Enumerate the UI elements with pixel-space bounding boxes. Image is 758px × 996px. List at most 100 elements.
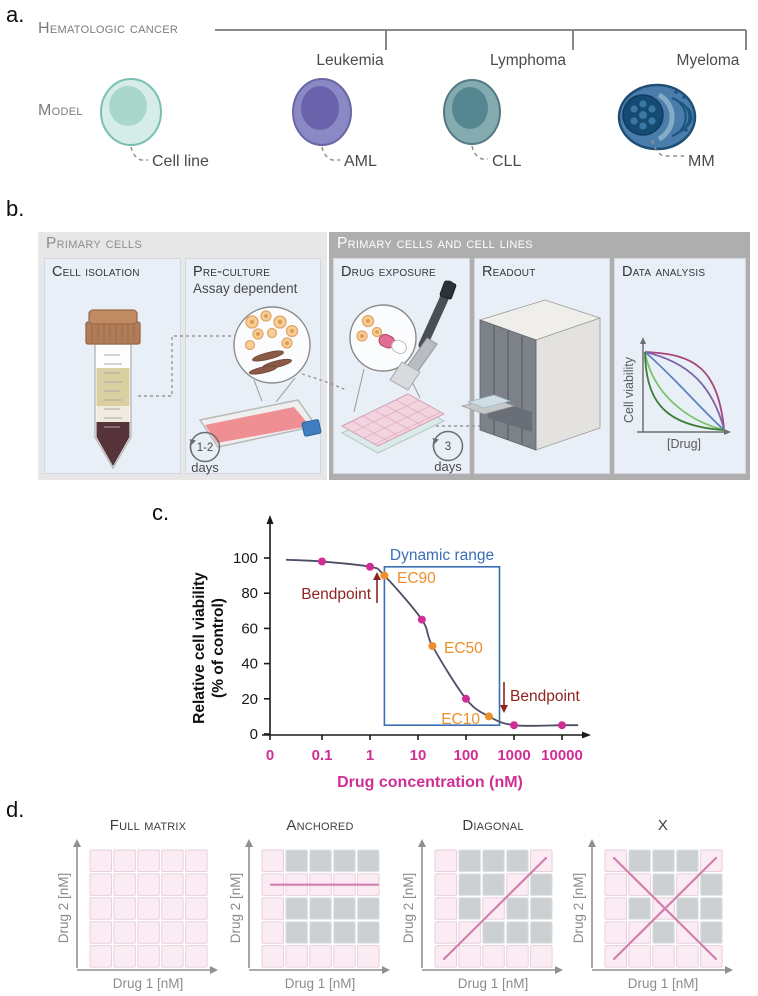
data-point-12nM <box>417 615 426 624</box>
matrix-cell <box>285 921 308 944</box>
matrix-cell <box>652 921 675 944</box>
aml-cell-icon <box>292 78 352 146</box>
data-point-EC90 <box>380 571 389 580</box>
data-point-EC50 <box>428 642 437 650</box>
matrix-cell <box>700 873 723 896</box>
matrix-cell <box>137 849 160 872</box>
cancer-type-label: Lymphoma <box>489 52 567 69</box>
matrix-cell <box>285 897 308 920</box>
x-tick-label: 1000 <box>497 747 530 764</box>
y-axis-label: Drug 2 [nM] <box>228 873 243 944</box>
x-axis-label: Drug concentration (nM) <box>337 774 523 791</box>
matrix-cell <box>89 873 112 896</box>
matrix-cell <box>434 873 457 896</box>
matrix-cell <box>676 945 699 968</box>
matrix-cell <box>89 849 112 872</box>
matrix-cell <box>652 849 675 872</box>
matrix-cell <box>530 921 553 944</box>
duration-value: 1-2 <box>197 442 214 454</box>
cll-cell-icon <box>443 79 501 145</box>
ec90-label: EC90 <box>397 570 436 587</box>
matrix-cell <box>506 873 529 896</box>
matrix-cell <box>458 873 481 896</box>
matrix-cell <box>333 945 356 968</box>
model-label: AML <box>344 153 377 170</box>
cancer-type-label: Myeloma <box>676 52 740 69</box>
matrix-cell <box>506 945 529 968</box>
matrix-cell <box>137 921 160 944</box>
duration-clock-icon: 3 days <box>432 430 464 474</box>
matrix-cell <box>357 849 380 872</box>
matrix-cell <box>113 849 136 872</box>
data-point-0.1nM <box>318 557 326 566</box>
panel-a-label: a. <box>6 2 25 27</box>
matrix-cell <box>285 849 308 872</box>
x-axis-label: Drug 1 [nM] <box>285 976 356 991</box>
matrix-cell <box>506 897 529 920</box>
duration-unit: days <box>434 459 462 474</box>
y-tick-label: 40 <box>241 656 258 673</box>
drug-magnifier-icon <box>349 304 421 413</box>
matrix-cell <box>482 921 505 944</box>
matrix-cell <box>261 897 284 920</box>
matrix-cell <box>700 921 723 944</box>
x-tick-label: 10000 <box>541 747 583 764</box>
mm-connector <box>651 139 684 157</box>
panel-b-graphics: 1-2 days <box>85 280 731 475</box>
y-axis-label: Drug 2 [nM] <box>401 873 416 944</box>
design-anchored: Anchored Drug 2 [nM] Drug 1 [nM] <box>228 817 390 991</box>
matrix-cell <box>309 921 332 944</box>
matrix-cell <box>604 897 627 920</box>
y-axis-label-line2: (% of control) <box>210 598 227 698</box>
matrix-cell <box>357 945 380 968</box>
well-plate-icon <box>340 393 446 454</box>
matrix-cell <box>700 945 723 968</box>
ec50-label: EC50 <box>444 640 483 657</box>
matrix-cell <box>652 945 675 968</box>
mini-dose-response-plot: Cell viability [Drug] <box>622 337 731 451</box>
data-point-10000nM <box>558 721 566 730</box>
matrix-cell <box>261 849 284 872</box>
design-title: X <box>658 817 668 834</box>
mini-plot-xlabel: [Drug] <box>667 437 701 451</box>
matrix-cell <box>185 873 208 896</box>
matrix-cell <box>113 873 136 896</box>
matrix-cell <box>161 921 184 944</box>
cll-connector <box>471 145 488 160</box>
x-tick-label: 100 <box>453 747 478 764</box>
falcon-tube-icon <box>85 309 141 470</box>
y-tick-label: 100 <box>233 550 258 567</box>
panel-a-graphics: Cell line AML CLL <box>100 29 747 170</box>
matrix-cell <box>185 945 208 968</box>
dynamic-range-label: Dynamic range <box>390 547 494 564</box>
panel-a-group-title: Hematologic cancer <box>38 20 179 37</box>
design-title: Diagonal <box>462 817 523 834</box>
model-label: MM <box>688 153 715 170</box>
duration-clock-icon: 1-2 days <box>189 431 221 475</box>
matrix-cell <box>161 945 184 968</box>
matrix-cell <box>161 873 184 896</box>
y-axis-label: Drug 2 [nM] <box>571 873 586 944</box>
matrix-cell <box>285 945 308 968</box>
diagonal-line <box>442 856 548 961</box>
culture-flask-icon <box>198 399 322 448</box>
step-title: Cell isolation <box>52 264 140 280</box>
matrix-cell <box>676 849 699 872</box>
matrix-cell <box>185 921 208 944</box>
matrix-cell <box>113 945 136 968</box>
matrix-cell <box>604 873 627 896</box>
cancer-type-label: Leukemia <box>316 52 384 69</box>
matrix-cell <box>628 945 651 968</box>
section-title: Primary cells and cell lines <box>337 235 533 252</box>
cell-line-connector <box>130 146 148 161</box>
x-tick-label: 1 <box>366 747 374 764</box>
matrix-cell <box>652 873 675 896</box>
section-title: Primary cells <box>46 235 142 252</box>
duration-unit: days <box>191 460 219 475</box>
data-point-1nM <box>366 562 374 571</box>
matrix-cell <box>628 849 651 872</box>
matrix-cell <box>161 849 184 872</box>
mini-plot-ylabel: Cell viability <box>622 356 636 423</box>
